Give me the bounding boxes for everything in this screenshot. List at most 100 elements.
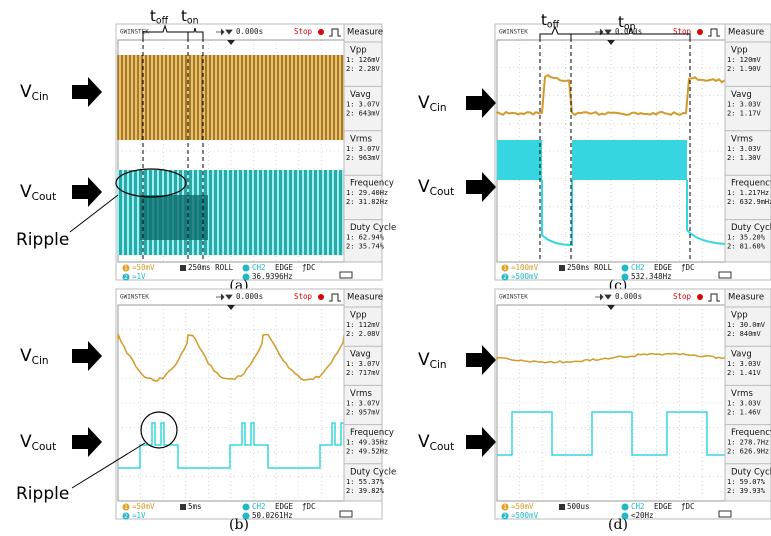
measure-name: Vpp — [731, 311, 748, 321]
signal-label-main: V — [418, 177, 430, 197]
ch1-scale: ≃50mV — [132, 263, 155, 272]
signal-label-main: V — [418, 93, 430, 113]
measure-ch1: 1: 59.07% — [727, 478, 766, 486]
trig-badge — [243, 504, 250, 511]
arrow — [72, 177, 102, 207]
status: Stop — [673, 292, 692, 301]
timebase: 500us — [567, 502, 590, 511]
trigger-frequency: 36.9396Hz — [252, 272, 293, 281]
timebase-icon — [180, 504, 186, 510]
measure-name: Vpp — [350, 311, 367, 321]
status-dot — [697, 294, 703, 300]
measure-name: Frequency — [350, 428, 394, 438]
signal-label-main: V — [20, 182, 32, 202]
measure-ch2: 2: 31.82Hz — [346, 198, 388, 206]
timebase: 5ms — [188, 502, 202, 511]
measure-ch1: 1: 126mV — [346, 56, 381, 64]
measure-name: Frequency — [731, 428, 771, 438]
measure-name: Vavg — [731, 90, 752, 100]
timebase-icon — [559, 504, 565, 510]
measure-panel: MeasureVpp1: 126mV2: 2.28VVavg1: 3.07V2:… — [344, 24, 396, 262]
signal-label-sub: Cin — [32, 355, 49, 367]
coupling: ƒDC — [681, 263, 695, 272]
ch1-id: 1 — [503, 504, 507, 511]
ch2-id: 2 — [503, 513, 507, 520]
coupling: ƒDC — [302, 502, 316, 511]
t-label: toff — [541, 11, 560, 31]
t-label: ton — [181, 7, 199, 27]
status-dot — [318, 294, 324, 300]
arrow — [72, 77, 102, 107]
timebase: 250ms ROLL — [567, 263, 613, 272]
trigger-time: 0.000s — [615, 292, 642, 301]
t-label-sub: on — [624, 21, 636, 32]
measure-ch2: 2: 840mV — [727, 330, 762, 338]
trigger-source: CH2 — [252, 502, 266, 511]
trigger-source: CH2 — [252, 263, 266, 272]
brand: GWINSTEK — [499, 294, 528, 301]
measure-ch1: 1: 3.03V — [727, 360, 762, 368]
signal-label-sub: Cin — [32, 91, 49, 103]
trigger-source: CH2 — [631, 263, 645, 272]
trigger-frequency: <20Hz — [631, 511, 654, 520]
measure-ch1: 1: 120mV — [727, 56, 762, 64]
trigger-frequency: 50.0261Hz — [252, 511, 293, 520]
measure-ch2: 2: 2.28V — [346, 65, 381, 73]
measure-ch2: 2: 1.46V — [727, 408, 762, 416]
measure-ch1: 1: 3.07V — [346, 100, 381, 108]
ch2-scale: ≃1V — [132, 511, 146, 520]
t-label-sub: off — [547, 19, 560, 30]
measure-ch2: 2: 717mV — [346, 369, 381, 377]
trigger-source: CH2 — [631, 502, 645, 511]
signal-label: VCin — [20, 82, 49, 103]
ch1-scale: ≃50mV — [511, 502, 534, 511]
screen — [497, 305, 725, 501]
measure-panel: MeasureVpp1: 120mV2: 1.90VVavg1: 3.03V2:… — [725, 24, 771, 262]
measure-title: Measure — [347, 28, 383, 38]
measure-name: Duty Cycle — [350, 467, 396, 477]
measure-ch2: 2: 1.90V — [727, 65, 762, 73]
measure-name: Vavg — [350, 90, 371, 100]
status-dot — [318, 29, 324, 35]
trig-badge — [622, 265, 629, 272]
measure-name: Vavg — [731, 350, 752, 360]
arrow — [466, 172, 496, 202]
signal-label-main: V — [20, 346, 32, 366]
signal-label: VCout — [20, 432, 56, 453]
measure-ch2: 2: 1.41V — [727, 369, 762, 377]
trigger-frequency: 532.348Hz — [631, 272, 672, 281]
measure-name: Frequency — [350, 179, 394, 189]
measure-ch2: 2: 957mV — [346, 408, 381, 416]
signal-label-main: V — [418, 432, 430, 452]
caption: (d) — [608, 517, 628, 533]
timebase: 250ms ROLL — [188, 263, 234, 272]
ch1-id: 1 — [503, 265, 507, 272]
status: Stop — [294, 292, 313, 301]
trigger-time: 0.000s — [236, 27, 263, 36]
signal-label: VCin — [20, 346, 49, 367]
signal-label-sub: Cin — [430, 102, 447, 114]
measure-name: Vrms — [731, 389, 753, 399]
measure-name: Vavg — [350, 350, 371, 360]
status: Stop — [673, 27, 692, 36]
arrow — [72, 427, 102, 457]
measure-ch1: 1: 30.0mV — [727, 321, 766, 329]
measure-ch1: 1: 62.94% — [346, 234, 385, 242]
measure-ch2: 2: 626.9Hz — [727, 448, 769, 456]
signal-label-sub: Cout — [32, 191, 57, 203]
measure-ch1: 1: 3.07V — [346, 145, 381, 153]
ch1-scale: ≃100mV — [511, 263, 539, 272]
measure-ch2: 2: 35.74% — [346, 243, 385, 251]
signal-label-sub: Cout — [430, 441, 455, 453]
measure-ch1: 1: 3.07V — [346, 360, 381, 368]
signal-label: VCout — [418, 432, 454, 453]
t-label: toff — [150, 7, 169, 27]
measure-ch1: 1: 112mV — [346, 321, 381, 329]
t-label-sub: off — [156, 15, 169, 26]
measure-name: Duty Cycle — [731, 467, 771, 477]
signal-label: VCin — [418, 93, 447, 114]
measure-name: Frequency — [731, 179, 771, 189]
wave-band — [572, 140, 687, 180]
measure-ch1: 1: 3.03V — [727, 145, 762, 153]
brand: GWINSTEK — [120, 294, 149, 301]
